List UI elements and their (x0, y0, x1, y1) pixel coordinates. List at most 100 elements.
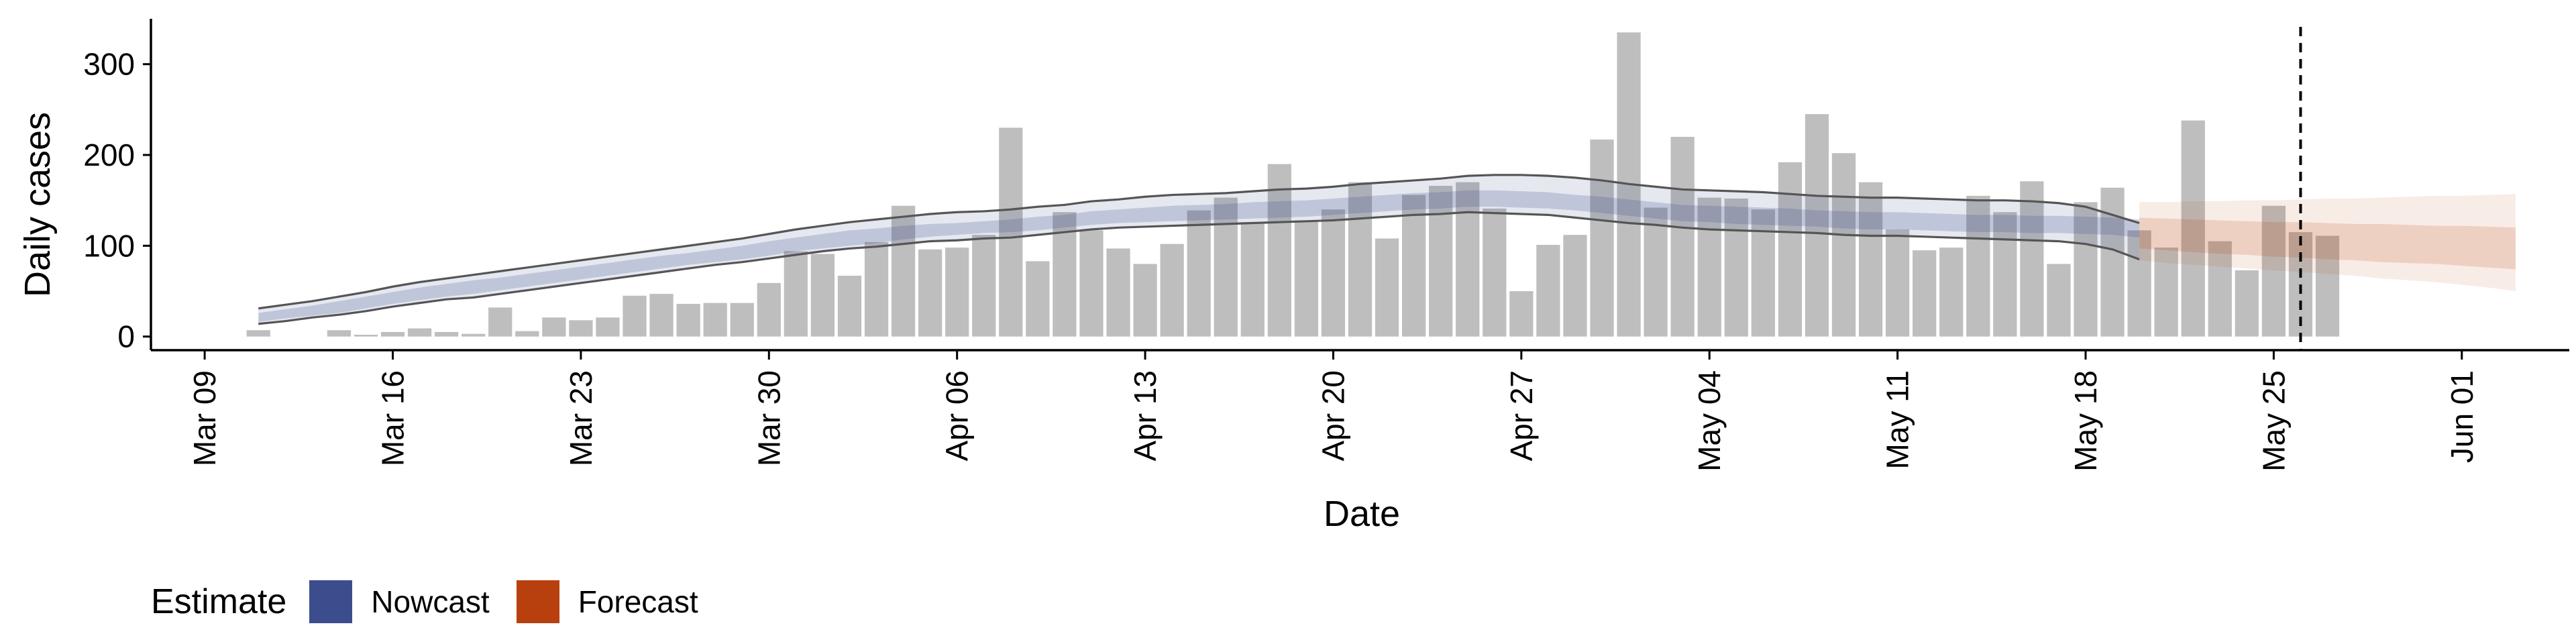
case-bar (1214, 197, 1238, 337)
y-tick-label: 200 (83, 138, 135, 172)
case-bar (1805, 114, 1829, 337)
legend-key-nowcast (309, 580, 353, 623)
nowcast-upper-line (258, 174, 2140, 310)
case-bar (1831, 153, 1856, 337)
case-bar (2235, 270, 2259, 337)
case-bar (1913, 250, 1937, 337)
case-bar (1966, 195, 1990, 337)
case-bar (2154, 248, 2178, 337)
x-tick-label: May 18 (2068, 370, 2103, 472)
case-bar (380, 331, 405, 337)
legend-key-forecast (516, 580, 559, 623)
case-bar (757, 282, 781, 337)
case-bar (515, 331, 539, 337)
case-bar (327, 330, 352, 337)
case-bar (649, 294, 674, 337)
case-bar (1536, 245, 1560, 337)
x-axis-title: Date (1324, 494, 1400, 534)
case-bar (999, 127, 1023, 337)
y-axis-title: Daily cases (17, 112, 58, 297)
x-tick-label: May 04 (1692, 370, 1727, 472)
x-tick-label: Mar 30 (751, 370, 786, 466)
case-bar (2315, 235, 2340, 337)
case-bar (2181, 120, 2205, 337)
case-bar (1778, 162, 1803, 337)
case-bar (246, 330, 270, 337)
x-tick-label: May 11 (1880, 370, 1915, 469)
x-tick-label: Jun 01 (2445, 370, 2479, 463)
case-bar (1670, 136, 1695, 337)
case-bar (1187, 210, 1211, 337)
case-bar (462, 333, 486, 337)
axes-layer: 0 100 200 300 Mar 09 Mar 16 Mar 23 Mar 30 Apr 06… (83, 19, 2569, 472)
case-bar (1724, 198, 1748, 337)
case-bar (1401, 195, 1426, 337)
case-bar (1885, 229, 1910, 337)
case-bar (1483, 208, 1507, 337)
bars-layer (246, 32, 2340, 337)
case-bar (2020, 181, 2044, 337)
case-bar (810, 254, 835, 337)
case-bar (354, 334, 378, 337)
case-bar (1429, 186, 1453, 337)
case-bar (1697, 197, 1721, 337)
case-bar (1456, 182, 1480, 337)
case-bar (972, 235, 996, 337)
y-tick-label: 100 (83, 228, 135, 263)
forecast-outer-band (2139, 194, 2516, 292)
case-bar (1348, 182, 1373, 337)
x-tick-label: Mar 16 (376, 370, 411, 466)
case-bar (2074, 202, 2098, 337)
case-bar (596, 317, 620, 337)
case-bar (730, 303, 754, 337)
case-bar (1858, 182, 1883, 337)
nowcast-lower-line (258, 211, 2140, 325)
case-bar (1993, 212, 2017, 337)
case-bar (1590, 140, 1614, 337)
case-bar (1375, 238, 1399, 337)
forecast-inner-band (2139, 217, 2516, 270)
case-bar (2100, 187, 2125, 337)
nowcast-inner-band (258, 190, 2140, 323)
case-bar (1644, 207, 1668, 337)
case-bar (1321, 209, 1346, 337)
case-bar (2127, 230, 2151, 337)
case-bar (676, 303, 700, 337)
legend-label-forecast: Forecast (578, 584, 698, 619)
case-bar (434, 331, 459, 337)
case-bar (1240, 222, 1265, 337)
x-tick-label: Apr 06 (940, 370, 975, 462)
case-bar (542, 317, 566, 337)
case-bar (945, 248, 969, 337)
case-bar (1939, 248, 1964, 337)
case-bar (2047, 264, 2071, 337)
case-bar (1106, 248, 1130, 337)
x-tick-label: Apr 13 (1128, 370, 1163, 462)
case-bar (784, 251, 808, 337)
case-bar (1267, 164, 1291, 337)
legend-title: Estimate (151, 582, 287, 621)
y-tick-label: 300 (83, 47, 135, 82)
case-bar (1160, 244, 1184, 337)
x-tick-label: Mar 23 (564, 370, 598, 466)
case-bar (891, 205, 916, 337)
case-bar (703, 303, 727, 337)
legend-label-nowcast: Nowcast (371, 584, 490, 619)
case-bar (1509, 291, 1534, 337)
case-bar (1133, 264, 1157, 337)
case-bar (837, 276, 862, 337)
legend: Estimate Nowcast Forecast (151, 578, 725, 625)
case-bar (918, 249, 943, 337)
x-tick-label: Apr 20 (1316, 370, 1350, 462)
chart: 0 100 200 300 Mar 09 Mar 16 Mar 23 Mar 30 Apr 06… (17, 19, 2569, 534)
x-tick-label: May 25 (2256, 370, 2291, 472)
case-bar (407, 328, 432, 337)
case-bar (1026, 261, 1050, 337)
forecast-layer (2139, 194, 2516, 292)
nowcast-layer (258, 174, 2140, 325)
case-bar (569, 320, 593, 337)
case-bar (623, 295, 647, 337)
x-tick-label: Mar 09 (187, 370, 222, 466)
case-bar (864, 241, 889, 337)
case-bar (1079, 230, 1104, 337)
